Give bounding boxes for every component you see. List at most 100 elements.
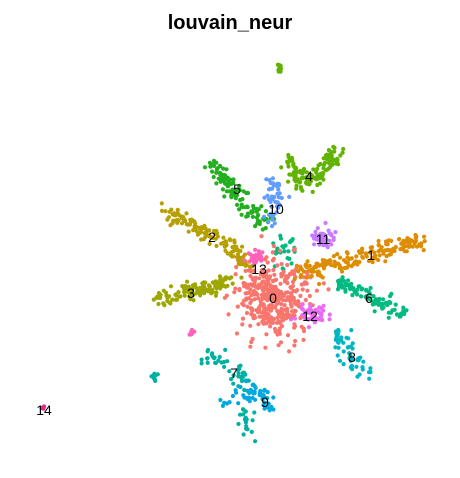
point-cluster-0 <box>262 309 267 314</box>
point-cluster-4 <box>323 168 328 173</box>
point-cluster-0 <box>240 316 246 321</box>
point-cluster-6 <box>401 305 406 310</box>
point-cluster-10 <box>269 204 274 209</box>
point-cluster-8 <box>361 359 366 364</box>
point-cluster-2 <box>195 232 200 237</box>
point-cluster-5 <box>237 207 242 212</box>
point-cluster-11 <box>323 220 328 226</box>
point-cluster-4 <box>286 152 291 158</box>
point-cluster-3 <box>225 283 230 288</box>
points-layer <box>39 62 427 444</box>
point-cluster-1 <box>422 239 427 244</box>
cluster-label-7: 7 <box>230 365 238 381</box>
point-cluster-0 <box>321 281 326 286</box>
point-cluster-0 <box>234 265 239 270</box>
point-cluster-6 <box>360 286 365 291</box>
point-cluster-0 <box>250 307 255 312</box>
point-cluster-0 <box>259 314 264 319</box>
point-cluster-0 <box>249 293 254 298</box>
point-cluster-7 <box>229 377 234 382</box>
point-cluster-1 <box>421 248 426 253</box>
point-cluster-12 <box>310 315 315 320</box>
point-cluster-5 <box>238 197 243 203</box>
point-cluster-3 <box>174 293 179 298</box>
point-cluster-8 <box>345 345 350 350</box>
point-cluster-11 <box>331 237 336 243</box>
point-cluster-0 <box>251 316 256 321</box>
point-cluster-0 <box>270 250 275 255</box>
point-cluster-8 <box>367 376 372 381</box>
point-cluster-10 <box>270 217 275 222</box>
point-cluster-9 <box>238 384 243 390</box>
point-cluster-0 <box>275 315 280 320</box>
point-cluster-1 <box>317 263 322 268</box>
point-left-small <box>149 374 154 379</box>
point-cluster-11 <box>329 242 334 247</box>
point-cluster-12 <box>312 320 317 325</box>
point-cluster-6 <box>372 309 377 314</box>
point-cluster-6 <box>393 302 398 307</box>
point-cluster-8 <box>337 358 343 363</box>
point-cluster-2 <box>194 229 199 234</box>
point-cluster-4 <box>298 168 303 173</box>
point-center-green <box>289 261 294 266</box>
point-cluster-4 <box>331 144 336 149</box>
point-cluster-1 <box>330 263 335 268</box>
point-cluster-5 <box>251 206 257 211</box>
point-cluster-0 <box>257 307 262 312</box>
point-cluster-1 <box>389 238 394 243</box>
point-cluster-4 <box>303 180 309 185</box>
point-cluster-11 <box>313 229 318 234</box>
point-cluster-1 <box>360 249 365 255</box>
point-cluster-0 <box>271 244 276 249</box>
point-cluster-0 <box>284 276 290 281</box>
point-cluster-5 <box>217 163 222 168</box>
point-cluster-0 <box>243 291 248 296</box>
point-cluster-2 <box>192 224 197 229</box>
point-cluster-12 <box>313 307 318 312</box>
cluster-label-4: 4 <box>305 168 313 184</box>
point-cluster-10 <box>266 219 271 224</box>
point-cluster-9 <box>250 382 255 388</box>
point-cluster-2 <box>214 243 219 248</box>
point-cluster-1 <box>387 252 392 257</box>
point-cluster-3 <box>195 288 200 293</box>
point-cluster-10 <box>275 181 280 186</box>
point-cluster-0 <box>278 340 284 345</box>
point-cluster-4 <box>290 158 295 163</box>
point-cluster-1 <box>316 269 321 274</box>
point-cluster-7 <box>205 349 210 354</box>
point-cluster-5 <box>237 187 242 192</box>
point-cluster-1 <box>376 238 381 244</box>
point-cluster-4 <box>299 176 304 181</box>
point-cluster-3 <box>168 284 174 289</box>
point-cluster-3 <box>155 294 160 299</box>
point-cluster-0 <box>268 308 273 313</box>
point-cluster-12 <box>327 312 332 317</box>
point-cluster-6 <box>380 306 385 311</box>
point-cluster-1 <box>292 277 297 282</box>
point-cluster-0 <box>280 272 285 277</box>
point-cluster-0 <box>289 304 294 309</box>
point-cluster-3 <box>202 285 207 290</box>
point-cluster-12 <box>317 310 322 315</box>
point-cluster-1 <box>320 258 325 263</box>
point-cluster-0 <box>271 267 276 273</box>
point-cluster-13 <box>260 250 265 255</box>
point-cluster-13 <box>254 252 259 257</box>
point-cluster-6 <box>372 301 378 306</box>
point-cluster-5 <box>229 195 234 200</box>
point-cluster-2 <box>167 209 172 214</box>
point-cluster-10 <box>272 221 277 226</box>
point-cluster-0 <box>265 260 270 265</box>
point-cluster-1 <box>372 250 377 255</box>
point-cluster-4 <box>292 177 297 182</box>
point-cluster-11 <box>315 226 320 231</box>
point-cluster-2 <box>229 250 234 255</box>
point-cluster-0 <box>253 292 258 297</box>
point-cluster-1 <box>360 255 365 260</box>
cluster-label-1: 1 <box>367 247 375 263</box>
point-cluster-7 <box>239 378 245 384</box>
point-cluster-9 <box>265 390 270 395</box>
